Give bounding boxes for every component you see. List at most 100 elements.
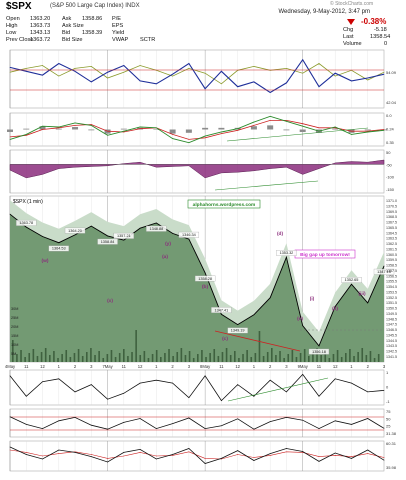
macd-signal-line-point	[318, 127, 320, 129]
osc2-line-point	[269, 421, 271, 422]
x-tick-label: 1	[58, 364, 61, 369]
osc2-line-point	[90, 424, 92, 426]
volume-bar	[205, 357, 207, 362]
volume-bar	[90, 348, 92, 362]
rsi-line-point	[74, 70, 76, 72]
osc1-tick-label: 0	[386, 385, 389, 390]
price-box	[227, 327, 248, 334]
chg-value: -5.18	[374, 27, 387, 33]
macd-histogram-bar	[120, 128, 127, 130]
volume-bar	[61, 354, 63, 362]
macd-line-point	[286, 120, 287, 122]
eps-label: EPS	[112, 23, 124, 29]
osc2-line-point	[188, 417, 190, 419]
x-tick-label: 9May	[298, 364, 309, 369]
macd-signal-line-point	[237, 129, 239, 131]
volume-tick-label: 25M	[11, 316, 18, 320]
osc2-line-point	[204, 428, 206, 429]
volume-bar	[102, 358, 105, 362]
macd-signal-line-point	[188, 139, 190, 140]
watermark: © StockCharts.com	[330, 1, 374, 7]
price-line-point	[74, 234, 76, 236]
last-label: Last	[343, 34, 354, 40]
volume-bar	[361, 348, 364, 362]
rsi-olive-line-point	[367, 79, 369, 81]
rsi-line-point	[367, 77, 369, 79]
volume-bar	[213, 349, 216, 362]
price-box-label: 1358.28	[198, 277, 212, 281]
price-box-label: 1352.65	[345, 278, 359, 282]
volume-bar	[287, 354, 290, 362]
osc1-line-point	[74, 391, 76, 393]
ask-size-label: Ask Size	[62, 23, 84, 29]
osc3-signal-line-point	[139, 452, 141, 453]
rsi-olive-line-point	[221, 83, 222, 85]
osc3-signal-line-point	[302, 452, 304, 453]
macd-histogram-bar	[153, 129, 160, 130]
price-tick-label: 1362.5	[386, 242, 397, 246]
osc3-signal-line-point	[74, 451, 76, 453]
osc1-line-point	[58, 378, 60, 380]
osc3-signal-line-point	[367, 453, 369, 454]
down-arrow-icon	[347, 19, 355, 25]
macd-histogram-bar	[23, 128, 30, 130]
osc2-line-point	[123, 422, 125, 423]
osc3-signal-line-point	[351, 456, 352, 457]
high-label: High	[6, 23, 18, 29]
symbol-title: $SPX	[6, 1, 32, 12]
osc3-line-point	[139, 449, 141, 450]
low-value: 1343.13	[30, 30, 51, 36]
macd-line-point	[139, 126, 141, 128]
macd-signal-line-point	[204, 137, 206, 139]
macd-signal-line-point	[302, 123, 304, 125]
chg-label: Chg	[343, 27, 354, 33]
osc1-line-point	[25, 395, 27, 397]
price-tick-label: 1354.5	[386, 285, 397, 289]
volume-bar	[242, 354, 244, 362]
price-box	[48, 245, 69, 252]
rsi-olive-line-point	[302, 72, 304, 74]
osc3-signal-line-point	[237, 454, 239, 455]
bid-label: Bid	[62, 30, 71, 36]
rsi-olive-line-point	[172, 75, 173, 77]
osc3-signal-line-point	[334, 455, 336, 456]
macd-signal-line-point	[123, 131, 125, 133]
macd-signal-line-point	[367, 130, 369, 132]
bid-value: 1358.39	[82, 30, 103, 36]
macd-histogram-bar	[283, 129, 290, 131]
macd-line-point	[42, 125, 43, 127]
volume-bar	[114, 357, 117, 362]
volume-bar	[86, 352, 88, 362]
volume-bar	[94, 355, 96, 362]
wave-label: (b)	[202, 284, 209, 290]
osc2-line-point	[74, 417, 76, 418]
volume-bar	[176, 352, 179, 362]
volume-bar	[258, 331, 261, 362]
macd-line-point	[318, 130, 320, 132]
osc3-signal-line-point	[188, 451, 190, 453]
osc3-line-point	[237, 450, 239, 451]
osc1-line-point	[172, 382, 173, 384]
rsi-olive-line-point	[318, 63, 320, 64]
volume-bar	[345, 353, 347, 362]
breadth-tick-label: 50	[386, 150, 391, 155]
wave-label: (y)	[165, 241, 171, 247]
macd-line-point	[204, 135, 206, 137]
price-box-label: 1363.78	[19, 221, 33, 225]
osc3-line-point	[367, 449, 369, 451]
rsi-line-point	[155, 83, 157, 85]
volume-bar	[291, 350, 294, 362]
volume-bar	[234, 351, 236, 362]
osc3-signal-line-point	[286, 451, 287, 453]
osc2-line-point	[25, 424, 27, 425]
change-percent: -0.38%	[361, 17, 387, 26]
volume-bar	[147, 358, 150, 362]
price-line-point	[139, 227, 141, 229]
volume-bar	[254, 353, 257, 362]
price-line-point	[351, 283, 352, 285]
osc2-tick-label: 50	[386, 416, 391, 421]
osc1-line-point	[253, 395, 255, 397]
volume-bar	[308, 356, 310, 362]
wave-label: (a)	[162, 254, 168, 260]
bid-size-label: Bid Size	[62, 37, 83, 43]
